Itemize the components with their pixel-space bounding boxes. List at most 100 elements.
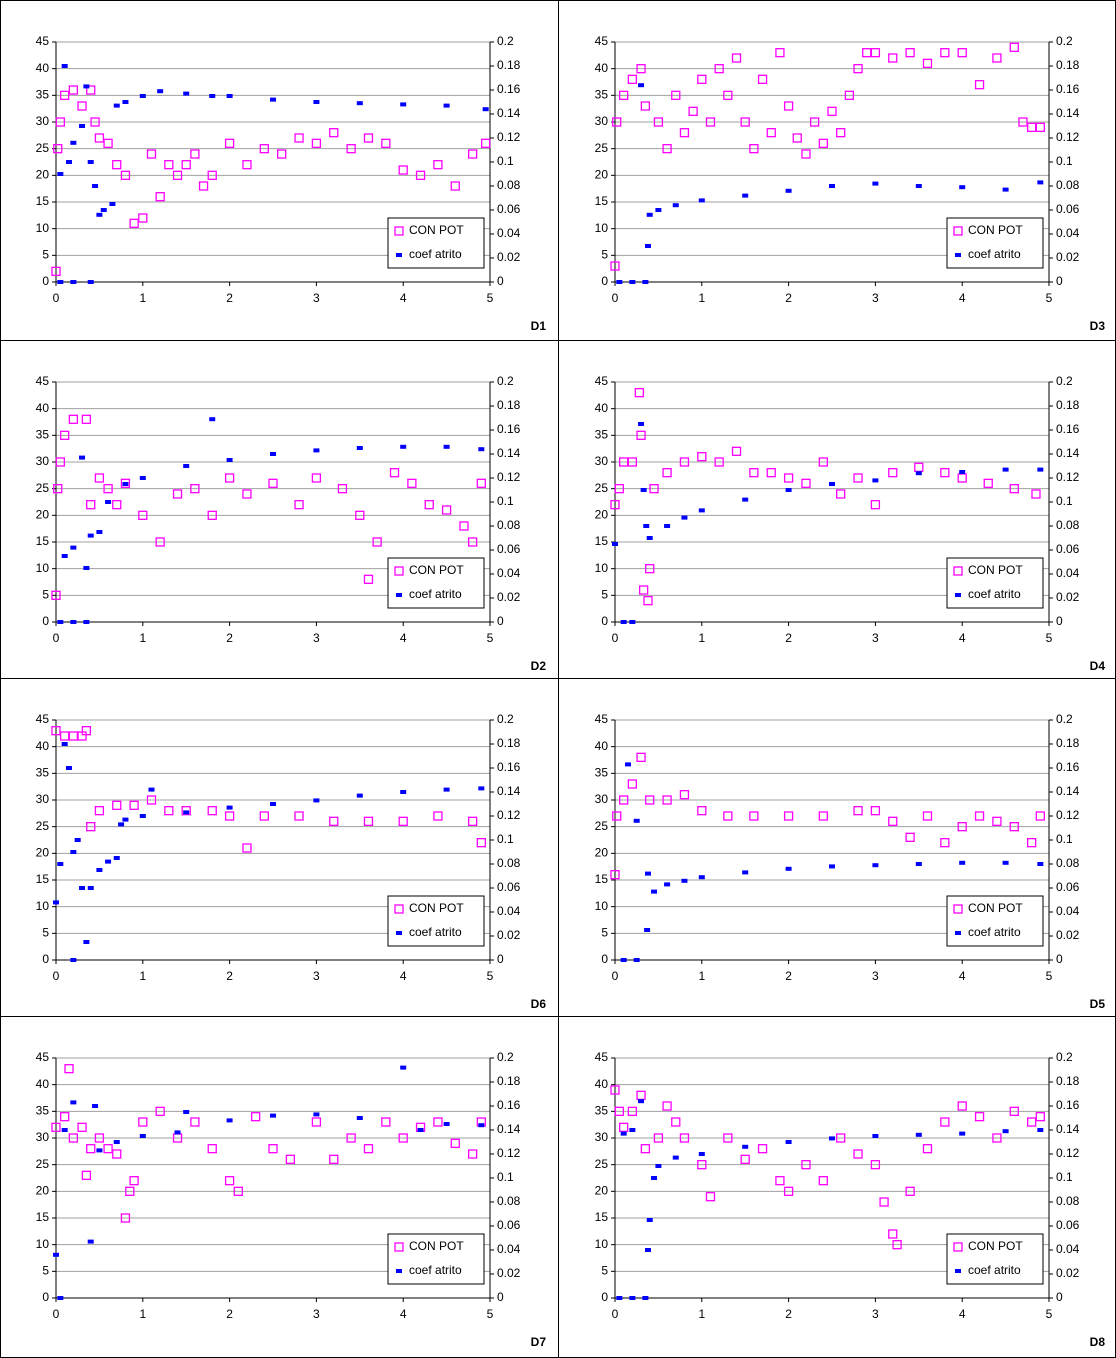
marker-square bbox=[70, 958, 77, 962]
y2-tick-label: 0.18 bbox=[497, 1074, 521, 1088]
marker-open-square bbox=[649, 484, 659, 494]
marker-square bbox=[620, 1131, 627, 1136]
marker-open-square bbox=[155, 1106, 165, 1116]
x-tick-label: 0 bbox=[53, 291, 60, 305]
marker-square bbox=[872, 1134, 879, 1138]
y-tick-label: 15 bbox=[595, 872, 609, 886]
marker-square bbox=[83, 84, 90, 89]
y2-tick-label: 0.14 bbox=[497, 784, 521, 798]
marker-open-square bbox=[1026, 1117, 1037, 1127]
y2-tick-label: 0.14 bbox=[497, 106, 521, 120]
marker-square bbox=[87, 160, 94, 164]
marker-open-square bbox=[636, 1090, 646, 1100]
y2-tick-label: 0.04 bbox=[497, 566, 521, 580]
marker-open-square bbox=[940, 48, 950, 58]
y2-tick-label: 0.2 bbox=[497, 1050, 514, 1064]
marker-square bbox=[70, 140, 77, 145]
marker-open-square bbox=[801, 478, 811, 488]
marker-open-square bbox=[836, 1133, 846, 1143]
marker-square bbox=[681, 515, 688, 520]
marker-open-square bbox=[679, 128, 690, 138]
marker-open-square bbox=[329, 128, 339, 138]
marker-square bbox=[70, 545, 77, 550]
marker-square bbox=[70, 850, 77, 854]
marker-square bbox=[872, 478, 879, 483]
marker-square bbox=[400, 444, 407, 449]
y-tick-label: 15 bbox=[36, 1210, 50, 1224]
x-tick-label: 4 bbox=[400, 969, 407, 983]
marker-open-square bbox=[125, 1186, 135, 1196]
legend-label: coef atrito bbox=[409, 247, 462, 261]
x-tick-label: 1 bbox=[139, 1307, 146, 1321]
marker-open-square bbox=[723, 811, 733, 821]
marker-open-square bbox=[164, 160, 174, 170]
marker-open-square bbox=[120, 170, 131, 180]
marker-open-square bbox=[94, 133, 105, 143]
marker-square bbox=[698, 508, 705, 513]
marker-square bbox=[100, 208, 107, 212]
y2-tick-label: 0.12 bbox=[497, 470, 521, 484]
y2-tick-label: 0.18 bbox=[497, 398, 521, 412]
marker-open-square bbox=[172, 489, 183, 499]
marker-square bbox=[625, 762, 632, 767]
x-tick-label: 2 bbox=[785, 1307, 792, 1321]
y-tick-label: 40 bbox=[36, 61, 50, 75]
marker-square bbox=[53, 1252, 59, 1257]
marker-open-square bbox=[441, 505, 452, 515]
legend-label: CON POT bbox=[409, 1239, 464, 1253]
marker-open-square bbox=[112, 800, 122, 810]
marker-open-square bbox=[68, 85, 79, 95]
y-tick-label: 20 bbox=[595, 846, 609, 860]
marker-open-square bbox=[259, 144, 269, 154]
marker-square bbox=[70, 620, 77, 624]
marker-open-square bbox=[86, 822, 96, 832]
marker-open-square bbox=[81, 726, 92, 736]
x-tick-label: 5 bbox=[1046, 1307, 1053, 1321]
marker-square bbox=[644, 928, 651, 932]
panel-label: D2 bbox=[531, 659, 547, 673]
x-tick-label: 0 bbox=[612, 969, 619, 983]
y-tick-label: 10 bbox=[595, 1237, 609, 1251]
x-tick-label: 1 bbox=[698, 631, 705, 645]
marker-square bbox=[443, 103, 450, 108]
marker-square bbox=[396, 1269, 402, 1273]
y2-tick-label: 0.14 bbox=[1056, 106, 1080, 120]
x-tick-label: 1 bbox=[698, 291, 705, 305]
marker-square bbox=[139, 1134, 146, 1138]
x-tick-label: 3 bbox=[872, 291, 879, 305]
y-tick-label: 40 bbox=[36, 401, 50, 415]
marker-square bbox=[313, 100, 320, 104]
marker-square bbox=[209, 417, 216, 422]
marker-open-square bbox=[311, 473, 322, 483]
y2-tick-label: 0.14 bbox=[1056, 446, 1080, 460]
legend-label: CON POT bbox=[968, 1239, 1023, 1253]
panel-label: D5 bbox=[1090, 997, 1106, 1011]
marker-square bbox=[742, 193, 749, 198]
y2-tick-label: 0.02 bbox=[1056, 1266, 1080, 1280]
marker-open-square bbox=[242, 843, 252, 853]
y2-tick-label: 0.2 bbox=[1056, 374, 1073, 388]
legend-box bbox=[387, 895, 485, 947]
marker-square bbox=[183, 810, 190, 815]
x-tick-label: 5 bbox=[1046, 631, 1053, 645]
marker-open-square bbox=[723, 90, 733, 100]
marker-open-square bbox=[51, 1122, 61, 1132]
marker-square bbox=[92, 1104, 99, 1108]
marker-open-square bbox=[783, 101, 794, 111]
marker-open-square bbox=[68, 1133, 79, 1143]
y2-tick-label: 0 bbox=[497, 274, 504, 288]
y-tick-label: 45 bbox=[595, 712, 609, 726]
legend-label: coef atrito bbox=[409, 587, 462, 601]
y-tick-label: 30 bbox=[36, 1130, 50, 1144]
marker-open-square bbox=[64, 1064, 74, 1074]
x-tick-label: 0 bbox=[612, 291, 619, 305]
marker-open-square bbox=[757, 74, 768, 84]
marker-open-square bbox=[51, 266, 61, 276]
marker-square bbox=[96, 1148, 103, 1153]
marker-open-square bbox=[714, 64, 724, 74]
marker-open-square bbox=[259, 811, 269, 821]
marker-open-square bbox=[610, 1085, 620, 1095]
y-tick-label: 20 bbox=[36, 168, 50, 182]
x-tick-label: 2 bbox=[785, 631, 792, 645]
marker-open-square bbox=[636, 430, 646, 440]
